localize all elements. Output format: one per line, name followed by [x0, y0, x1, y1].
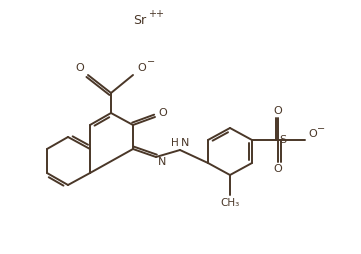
Text: −: − — [317, 124, 325, 134]
Text: CH₃: CH₃ — [220, 198, 240, 208]
Text: O: O — [158, 108, 168, 118]
Text: ++: ++ — [148, 9, 164, 19]
Text: O: O — [274, 164, 282, 174]
Text: H: H — [171, 138, 179, 148]
Text: N: N — [181, 138, 189, 148]
Text: O: O — [138, 63, 146, 73]
Text: S: S — [279, 135, 287, 145]
Text: O: O — [309, 129, 317, 139]
Text: Sr: Sr — [133, 13, 146, 26]
Text: N: N — [158, 157, 166, 167]
Text: O: O — [75, 63, 84, 73]
Text: O: O — [274, 106, 282, 116]
Text: −: − — [147, 57, 155, 67]
